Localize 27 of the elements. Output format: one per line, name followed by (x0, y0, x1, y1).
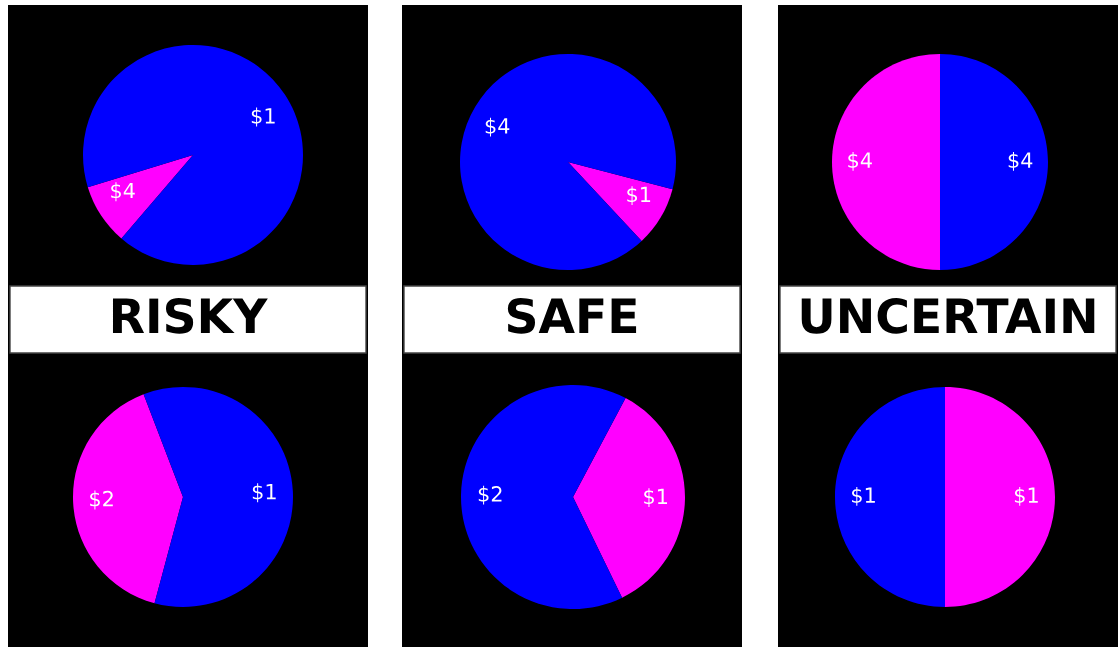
pie-slice (73, 394, 183, 604)
pie-slice (83, 45, 303, 265)
text: RISKY (112, 297, 268, 334)
text: UNCERTAIN (801, 297, 1095, 334)
pie-slice (835, 387, 945, 607)
slice-label: $4 (848, 151, 872, 171)
slice-label: $1 (251, 107, 275, 127)
pie-slice (568, 162, 673, 241)
pie-slice (945, 387, 1055, 607)
pie-slice (143, 387, 293, 607)
slice-label: $4 (485, 117, 510, 137)
slice-label: $1 (252, 483, 276, 503)
slice-label: $1 (644, 488, 668, 508)
slice-label: $4 (111, 182, 135, 202)
pie-slice (832, 54, 940, 270)
pie-slice (87, 155, 193, 239)
slice-label: $4 (1008, 151, 1033, 171)
slice-label: $1 (627, 186, 651, 206)
pie-slice (940, 54, 1048, 270)
slice-label: $2 (90, 490, 113, 510)
slice-label: $2 (478, 485, 502, 505)
pie-slice (460, 54, 676, 270)
slice-label: $1 (852, 486, 875, 506)
pie-slice (461, 385, 626, 609)
slice-label: $1 (1014, 486, 1038, 506)
pie-slice (573, 398, 685, 598)
text: SAFE (507, 297, 637, 334)
